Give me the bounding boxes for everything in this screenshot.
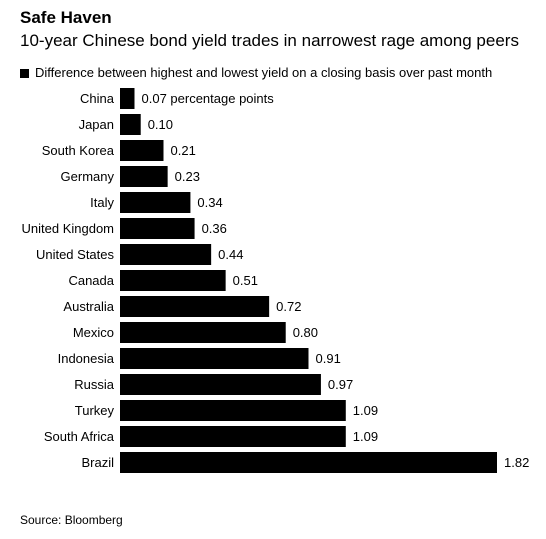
category-label: Indonesia <box>58 351 115 366</box>
bar <box>120 296 270 317</box>
value-label: 0.91 <box>316 351 341 366</box>
category-label: Turkey <box>75 403 115 418</box>
category-label: United Kingdom <box>22 221 115 236</box>
category-label: Russia <box>74 377 115 392</box>
value-label: 0.97 <box>328 377 353 392</box>
bar <box>120 270 226 291</box>
value-label: 0.80 <box>293 325 318 340</box>
legend: Difference between highest and lowest yi… <box>20 65 492 81</box>
value-label: 0.51 <box>233 273 258 288</box>
value-label: 0.72 <box>276 299 301 314</box>
value-label: 1.09 <box>353 403 378 418</box>
category-label: Italy <box>90 195 114 210</box>
value-label: 0.10 <box>148 117 173 132</box>
legend-label: Difference between highest and lowest yi… <box>35 65 493 80</box>
category-label: Mexico <box>73 325 114 340</box>
bar <box>120 88 135 109</box>
category-label: China <box>80 91 115 106</box>
category-label: Brazil <box>81 455 114 470</box>
bar <box>120 452 497 473</box>
bar <box>120 322 286 343</box>
category-label: Australia <box>63 299 114 314</box>
chart-title: Safe Haven <box>20 8 112 27</box>
category-label: United States <box>36 247 115 262</box>
bar <box>120 140 164 161</box>
bar <box>120 166 168 187</box>
bar <box>120 244 212 265</box>
category-label: Germany <box>61 169 115 184</box>
bar <box>120 348 309 369</box>
bar <box>120 192 191 213</box>
value-label: 0.44 <box>218 247 243 262</box>
category-label: South Africa <box>44 429 115 444</box>
value-label: 0.07 percentage points <box>142 91 275 106</box>
value-label: 0.21 <box>171 143 196 158</box>
category-label: Japan <box>79 117 114 132</box>
source-note: Source: Bloomberg <box>20 513 123 527</box>
bar <box>120 426 346 447</box>
legend-swatch <box>20 68 29 78</box>
bar <box>120 114 141 135</box>
bar <box>120 374 321 395</box>
value-label: 0.23 <box>175 169 200 184</box>
value-label: 0.36 <box>202 221 227 236</box>
category-label: South Korea <box>42 143 115 158</box>
category-label: Canada <box>68 273 114 288</box>
bar-chart: China 0.07 percentage points Japan 0.10 Sout… <box>22 88 529 473</box>
bar <box>120 400 346 421</box>
value-label: 1.09 <box>353 429 378 444</box>
value-label: 0.34 <box>197 195 222 210</box>
chart-subtitle: 10-year Chinese bond yield trades in nar… <box>20 31 519 50</box>
bar <box>120 218 195 239</box>
value-label: 1.82 <box>504 455 529 470</box>
